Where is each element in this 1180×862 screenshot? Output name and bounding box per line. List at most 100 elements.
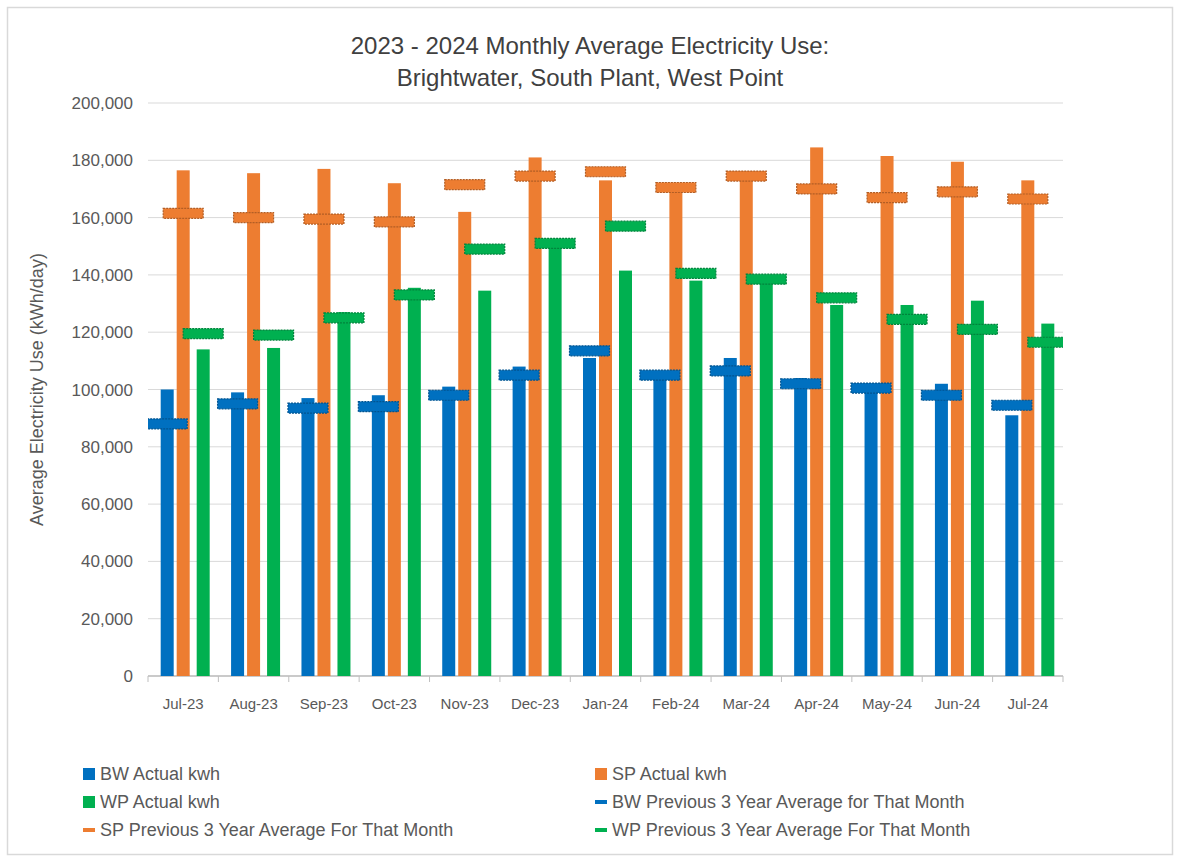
legend-label: WP Previous 3 Year Average For That Mont… [612,820,970,840]
average-marker [445,180,485,190]
average-marker [817,293,857,303]
x-tick [359,676,360,682]
average-marker [726,171,766,181]
average-marker [746,274,786,284]
bar [810,147,823,676]
y-tick-label: 200,000 [72,94,133,113]
bar [231,392,244,676]
x-tick [711,676,712,682]
average-marker [183,329,223,339]
average-marker [394,290,434,300]
bar [513,367,526,676]
legend-swatch [595,828,607,832]
x-tick [992,676,993,682]
average-marker [937,187,977,197]
average-marker [304,214,344,224]
average-marker [358,402,398,412]
chart: 2023 - 2024 Monthly Average Electricity … [0,0,1180,862]
bar [301,398,314,676]
average-marker [957,324,997,334]
bar [267,348,280,676]
average-marker [851,383,891,393]
x-tick [288,676,289,682]
x-tick-label: Feb-24 [652,695,700,712]
average-marker [887,314,927,324]
average-marker [570,346,610,356]
legend-label: BW Previous 3 Year Average for That Mont… [612,792,965,812]
bar [740,172,753,676]
x-tick [781,676,782,682]
bar [951,162,964,676]
background [0,0,1180,862]
y-tick-label: 160,000 [72,209,133,228]
bar [458,212,471,676]
bar [901,305,914,676]
bar [619,271,632,676]
average-marker [797,184,837,194]
bar [865,387,878,676]
x-tick [429,676,430,682]
bar [549,243,562,676]
x-tick-label: Aug-23 [229,695,277,712]
bar [599,180,612,676]
average-marker [234,213,274,223]
average-marker [324,313,364,323]
x-tick [922,676,923,682]
average-marker [921,390,961,400]
average-marker [586,167,626,177]
y-tick-label: 100,000 [72,381,133,400]
y-tick-label: 0 [124,667,133,686]
y-axis-label: Average Electricity Use (kWh/day) [27,253,47,526]
average-marker [465,244,505,254]
bar [689,281,702,676]
average-marker [535,238,575,248]
title-line: Brightwater, South Plant, West Point [397,64,784,91]
x-tick-label: Jul-23 [163,695,204,712]
legend-label: SP Previous 3 Year Average For That Mont… [100,820,453,840]
bar [830,305,843,676]
legend-label: WP Actual kwh [100,792,220,812]
average-marker [254,330,294,340]
bar [1021,180,1034,676]
x-tick-label: May-24 [862,695,912,712]
average-marker [1028,337,1063,347]
average-marker [710,366,750,376]
legend-swatch [595,800,607,804]
grid-line [148,103,1063,104]
average-marker [676,268,716,278]
bar [881,156,894,676]
average-marker [148,419,187,429]
x-tick-label: Nov-23 [441,695,489,712]
x-tick-label: Sep-23 [300,695,348,712]
bar [372,395,385,676]
bar [337,312,350,676]
legend-swatch [83,828,95,832]
average-marker [606,221,646,231]
bar [442,387,455,676]
x-tick-label: Jan-24 [583,695,629,712]
average-marker [867,193,907,203]
x-tick-label: Jul-24 [1007,695,1048,712]
grid-line [148,160,1063,161]
chart-border [8,8,1173,855]
average-marker [218,399,258,409]
average-marker [163,208,203,218]
average-marker [374,217,414,227]
average-marker [656,183,696,193]
average-marker [781,379,821,389]
bar [935,384,948,676]
x-tick [218,676,219,682]
bar [760,283,773,676]
legend-swatch [83,768,95,780]
average-marker [288,403,328,413]
x-tick [640,676,641,682]
y-tick-label: 80,000 [81,438,133,457]
legend-swatch [595,768,607,780]
x-tick [851,676,852,682]
x-tick [499,676,500,682]
bar [1005,415,1018,676]
x-tick-label: Oct-23 [372,695,417,712]
title: 2023 - 2024 Monthly Average Electricity … [351,32,829,91]
legend-swatch [83,796,95,808]
average-marker [429,390,469,400]
